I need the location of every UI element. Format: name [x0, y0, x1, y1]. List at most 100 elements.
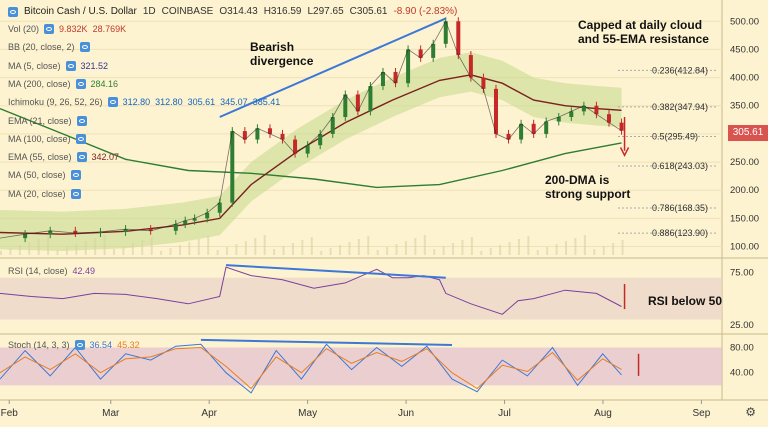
- volume-bar: [489, 248, 492, 255]
- candle-body: [380, 71, 385, 87]
- volume-bar: [480, 251, 483, 255]
- interval-label[interactable]: 1D: [142, 6, 156, 17]
- eye-icon[interactable]: [75, 78, 86, 89]
- volume-bar: [442, 246, 445, 255]
- ichimoku-cloud: [0, 52, 622, 252]
- volume-bar: [0, 251, 2, 255]
- current-price-tag: 305.61: [728, 125, 768, 141]
- volume-bar: [291, 243, 294, 255]
- candle-body: [318, 133, 323, 146]
- candle-body: [192, 218, 197, 221]
- fib-level-label: 0.886(123.90): [652, 228, 708, 238]
- high-value: H316.59: [263, 6, 302, 17]
- candle-body: [544, 121, 549, 134]
- eye-icon[interactable]: [79, 42, 90, 53]
- volume-bar: [499, 245, 502, 255]
- indicator-label: Ichimoku (9, 26, 52, 26): [8, 97, 103, 108]
- candle-body: [330, 117, 335, 134]
- volume-bar: [310, 237, 313, 255]
- fib-level-label: 0.236(412.84): [652, 65, 708, 75]
- volume-bar: [56, 250, 59, 255]
- gear-icon[interactable]: ⚙: [745, 405, 756, 419]
- eye-icon[interactable]: [76, 152, 87, 163]
- candle-body: [98, 231, 103, 234]
- indicator-label: EMA (21, close): [8, 115, 72, 126]
- volume-bar: [527, 236, 530, 255]
- x-tick-label: May: [298, 408, 317, 419]
- volume-bar: [329, 248, 332, 255]
- eye-icon[interactable]: [76, 115, 87, 126]
- candle-body: [594, 105, 599, 115]
- stoch-divergence-line: [200, 338, 453, 346]
- indicator-value: 312.80: [155, 97, 183, 108]
- indicator-row[interactable]: MA (5, close) 321.52: [8, 60, 108, 71]
- annotation-bearish-divergence: Bearish divergence: [250, 40, 314, 68]
- indicator-row[interactable]: MA (50, close): [8, 170, 81, 181]
- volume-bar: [9, 248, 12, 255]
- candle-body: [531, 123, 536, 134]
- rsi-divergence-line: [225, 264, 446, 279]
- eye-icon[interactable]: [70, 170, 81, 181]
- indicator-row[interactable]: BB (20, close, 2): [8, 42, 90, 53]
- volume-bar: [546, 247, 549, 255]
- candle-body: [431, 43, 436, 58]
- rsi-label[interactable]: RSI (14, close): [8, 266, 68, 276]
- indicator-row[interactable]: Ichimoku (9, 26, 52, 26) 312.80 312.80 305.…: [8, 97, 280, 108]
- eye-icon[interactable]: [65, 60, 76, 71]
- eye-icon[interactable]: [8, 6, 18, 17]
- volume-bar: [103, 235, 106, 255]
- stoch-label[interactable]: Stoch (14, 3, 3): [8, 340, 70, 350]
- eye-icon[interactable]: [75, 133, 86, 144]
- candle-body: [569, 111, 574, 118]
- exchange-label: COINBASE: [161, 6, 214, 17]
- indicator-row[interactable]: EMA (21, close): [8, 115, 87, 126]
- volume-bar: [122, 246, 125, 255]
- eye-icon[interactable]: [44, 24, 55, 34]
- stoch-legend: Stoch (14, 3, 3) 36.54 45.32: [8, 340, 140, 350]
- candle-body: [581, 105, 586, 112]
- volume-bar: [113, 249, 116, 255]
- eye-icon[interactable]: [70, 188, 81, 199]
- volume-bar: [197, 239, 200, 255]
- volume-bar: [593, 249, 596, 255]
- volume-bar: [367, 236, 370, 255]
- volume-bar: [433, 249, 436, 255]
- volume-bar: [84, 241, 87, 255]
- x-tick-label: Sep: [693, 408, 711, 419]
- stoch-k-line: [0, 343, 622, 394]
- volume-bar: [282, 246, 285, 255]
- indicator-label: MA (200, close): [8, 78, 71, 89]
- indicator-label: MA (20, close): [8, 188, 66, 199]
- volume-bar: [150, 237, 153, 255]
- candle-body: [73, 230, 78, 234]
- candle-body: [217, 202, 222, 213]
- indicator-row[interactable]: MA (100, close): [8, 133, 86, 144]
- indicator-value: 9.832K: [59, 24, 88, 34]
- rsi-line: [0, 266, 622, 315]
- indicator-row[interactable]: MA (200, close) 284.16: [8, 78, 118, 89]
- volume-bar: [555, 244, 558, 255]
- candle-body: [606, 114, 611, 123]
- stoch-k-value: 36.54: [89, 340, 113, 350]
- y-tick-label: 250.00: [730, 157, 759, 168]
- volume-bar: [273, 249, 276, 255]
- indicator-row[interactable]: Vol (20) 9.832K 28.769K: [8, 24, 126, 34]
- volume-bar: [244, 241, 247, 255]
- indicator-row[interactable]: MA (20, close): [8, 188, 81, 199]
- volume-bar: [348, 242, 351, 255]
- eye-icon[interactable]: [74, 340, 85, 350]
- volume-bar: [141, 240, 144, 255]
- x-tick-label: Aug: [594, 408, 612, 419]
- eye-icon[interactable]: [107, 97, 118, 108]
- indicator-row[interactable]: EMA (55, close) 342.07: [8, 152, 119, 163]
- fib-level-label: 0.5(295.49): [652, 131, 698, 141]
- divergence-trendline: [219, 17, 447, 118]
- volume-bar: [18, 245, 21, 255]
- volume-bar: [517, 239, 520, 255]
- volume-bar: [169, 248, 172, 255]
- fib-level-label: 0.618(243.03): [652, 161, 708, 171]
- y-tick-label: 500.00: [730, 16, 759, 27]
- candle-body: [619, 122, 624, 131]
- candle-body: [242, 131, 247, 140]
